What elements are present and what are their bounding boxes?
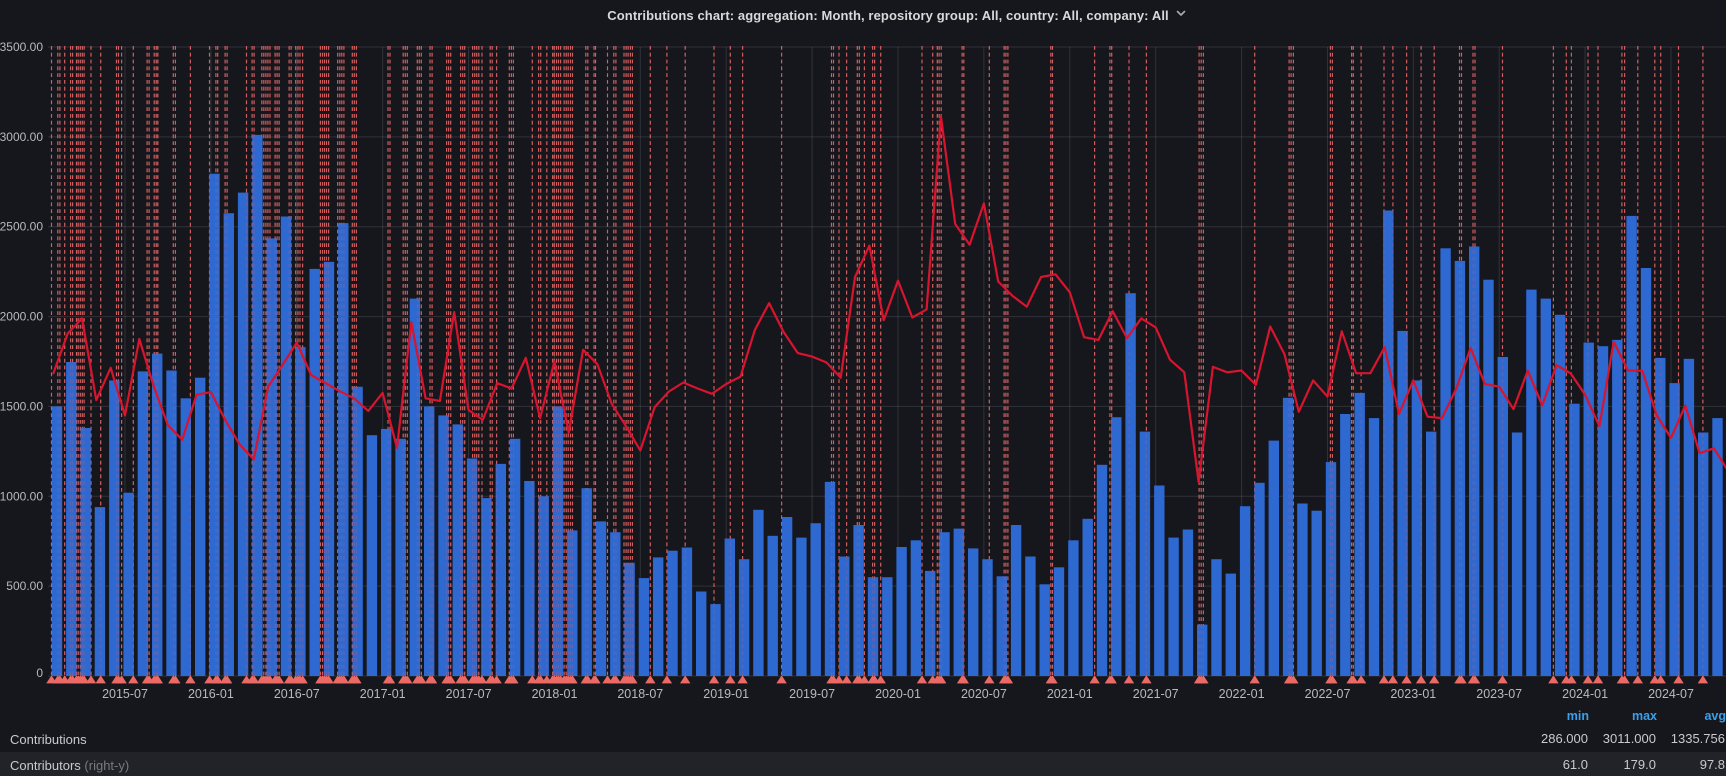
svg-text:2018-01: 2018-01	[532, 687, 578, 701]
svg-text:2017-07: 2017-07	[446, 687, 492, 701]
svg-text:1000.00: 1000.00	[0, 489, 43, 503]
svg-text:2020-01: 2020-01	[875, 687, 921, 701]
svg-text:2021-01: 2021-01	[1047, 687, 1093, 701]
svg-text:2022-07: 2022-07	[1305, 687, 1351, 701]
svg-text:1500.00: 1500.00	[0, 399, 43, 413]
svg-text:2019-01: 2019-01	[703, 687, 749, 701]
svg-text:2024-07: 2024-07	[1648, 687, 1694, 701]
svg-text:2000.00: 2000.00	[0, 310, 43, 324]
svg-text:0: 0	[36, 666, 43, 680]
svg-text:2015-07: 2015-07	[102, 687, 148, 701]
svg-text:3000.00: 3000.00	[0, 130, 43, 144]
svg-text:500.00: 500.00	[6, 579, 43, 593]
svg-text:2019-07: 2019-07	[789, 687, 835, 701]
svg-text:2023-07: 2023-07	[1476, 687, 1522, 701]
svg-text:3500.00: 3500.00	[0, 40, 43, 54]
svg-text:2017-01: 2017-01	[360, 687, 406, 701]
svg-text:2020-07: 2020-07	[961, 687, 1007, 701]
svg-text:2016-07: 2016-07	[274, 687, 320, 701]
svg-text:2500.00: 2500.00	[0, 220, 43, 234]
svg-text:2021-07: 2021-07	[1133, 687, 1179, 701]
svg-text:2024-01: 2024-01	[1562, 687, 1608, 701]
svg-text:2016-01: 2016-01	[188, 687, 234, 701]
svg-text:2023-01: 2023-01	[1390, 687, 1436, 701]
svg-text:2018-07: 2018-07	[617, 687, 663, 701]
svg-text:2022-01: 2022-01	[1219, 687, 1265, 701]
